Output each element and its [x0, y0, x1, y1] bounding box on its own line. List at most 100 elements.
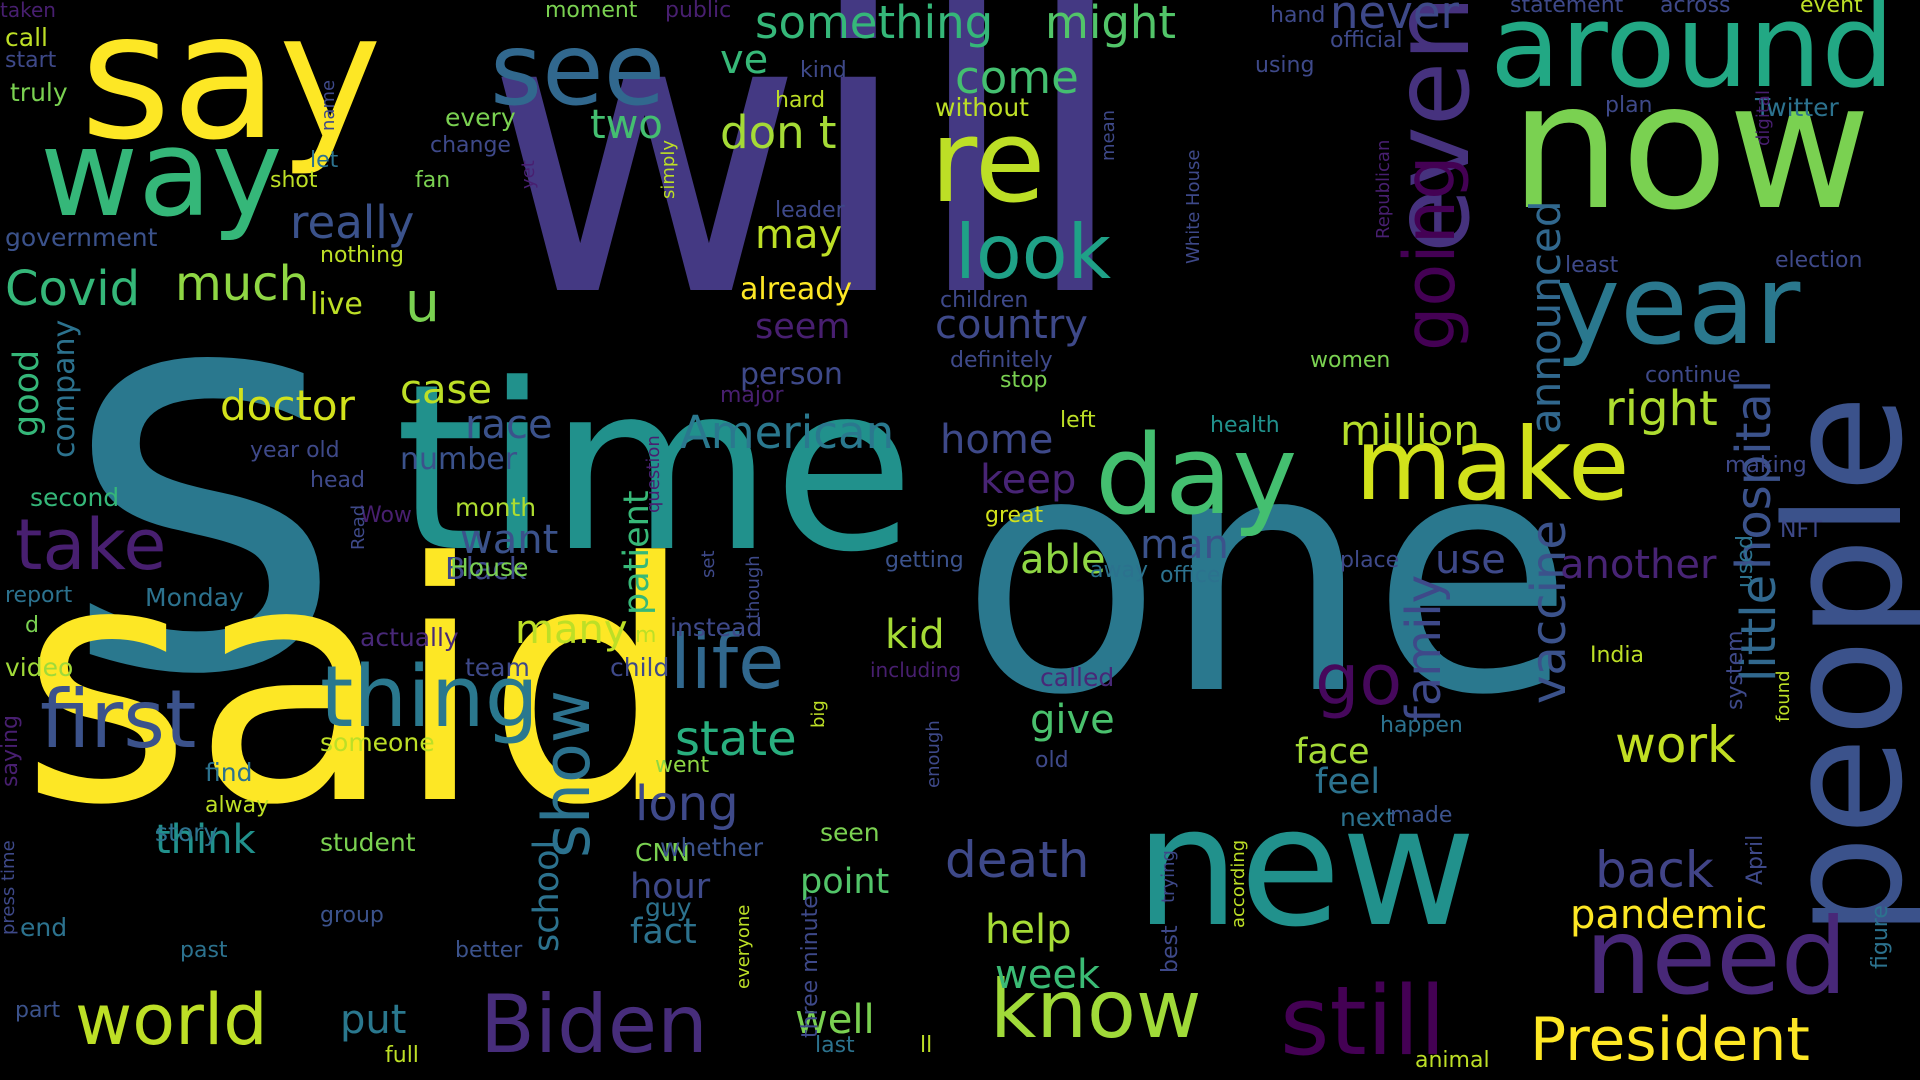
- word-seen: seen: [820, 818, 880, 847]
- word-full: full: [385, 1043, 419, 1068]
- word-getting: getting: [885, 548, 964, 573]
- word-better: better: [455, 938, 523, 963]
- word-continue: continue: [1645, 363, 1741, 388]
- word-already: already: [740, 272, 853, 307]
- word-someone: someone: [320, 728, 435, 757]
- word-found: found: [1773, 670, 1794, 722]
- word-know: know: [990, 963, 1202, 1056]
- word-statement: statement: [1510, 0, 1624, 18]
- word-will: will: [485, 0, 1130, 382]
- word-face: face: [1295, 732, 1370, 772]
- word-don-t: don t: [720, 106, 837, 159]
- word-call: call: [5, 23, 48, 52]
- word-simply: simply: [658, 140, 679, 199]
- word-trying: trying: [1158, 850, 1179, 903]
- word-let: let: [310, 148, 339, 173]
- word-year: year: [1555, 241, 1801, 369]
- word-ve: ve: [720, 37, 769, 83]
- word-team: team: [465, 653, 530, 682]
- word-taken: taken: [0, 0, 56, 22]
- word-government: government: [5, 223, 158, 252]
- word-pandemic: pandemic: [1570, 892, 1768, 938]
- word-said: said: [20, 493, 696, 877]
- word-question: question: [643, 435, 664, 513]
- word-old: old: [1035, 748, 1069, 773]
- word-re: re: [930, 95, 1046, 229]
- word-many: many: [515, 607, 628, 653]
- word-right: right: [1605, 381, 1718, 437]
- word-actually: actually: [360, 623, 459, 652]
- word-white-house: White House: [1183, 149, 1204, 264]
- word-everyone: everyone: [733, 904, 754, 989]
- word-video: video: [5, 653, 74, 682]
- word-american: American: [680, 406, 895, 459]
- word-went: went: [655, 753, 710, 778]
- word-announced: announced: [1521, 200, 1570, 434]
- word-end: end: [20, 913, 68, 942]
- word-able: able: [1020, 537, 1106, 583]
- word-election: election: [1775, 248, 1863, 273]
- word-system: system: [1723, 630, 1748, 710]
- word-say: say: [80, 0, 382, 179]
- word-might: might: [1045, 0, 1177, 49]
- word-country: country: [935, 302, 1088, 348]
- word-moment: moment: [545, 0, 638, 23]
- word-want: want: [460, 517, 559, 563]
- word-race: race: [465, 402, 553, 448]
- word-time: time: [395, 336, 915, 603]
- word-day: day: [1095, 411, 1298, 539]
- word-yet: yet: [518, 160, 539, 189]
- word-good: good: [7, 349, 47, 437]
- word-never: never: [1330, 0, 1460, 39]
- word-man: man: [1140, 522, 1229, 568]
- word-making: making: [1725, 453, 1807, 478]
- word-president: President: [1530, 1005, 1810, 1075]
- word-next: next: [1340, 803, 1396, 832]
- word-school: school: [527, 839, 567, 952]
- word-nothing: nothing: [320, 243, 404, 268]
- word-give: give: [1030, 697, 1115, 743]
- word-start: start: [5, 48, 57, 73]
- word-s: s: [60, 154, 347, 795]
- word-away: away: [1090, 558, 1148, 583]
- word-come: come: [955, 51, 1079, 104]
- word-see: see: [490, 11, 666, 128]
- word-wow: Wow: [360, 503, 412, 528]
- word-best: best: [1158, 925, 1183, 973]
- word-something: something: [755, 0, 994, 49]
- word-animal: animal: [1415, 1048, 1490, 1073]
- word-way: way: [40, 105, 283, 244]
- word-long: long: [635, 776, 739, 832]
- word-hard: hard: [775, 88, 826, 113]
- word-read: Read: [348, 504, 369, 550]
- word-point: point: [800, 862, 890, 902]
- word-really: really: [290, 196, 415, 249]
- word-official: official: [1330, 28, 1403, 53]
- word-three-minute: three minute: [798, 895, 823, 1038]
- word-women: women: [1310, 348, 1391, 373]
- word-life: life: [670, 618, 785, 706]
- word-number: number: [400, 442, 518, 477]
- word-though: though: [743, 555, 764, 619]
- word-need: need: [1585, 896, 1848, 1018]
- word-nft: NFT: [1780, 518, 1823, 543]
- word-definitely: definitely: [950, 348, 1053, 373]
- word-plan: plan: [1605, 93, 1653, 118]
- word-week: week: [995, 952, 1101, 998]
- word-story: story: [155, 818, 219, 847]
- word-without: without: [935, 93, 1029, 122]
- word-great: great: [985, 503, 1044, 528]
- word-family: family: [1396, 574, 1452, 723]
- word-twitter: Twitter: [1755, 93, 1839, 122]
- word-another: another: [1560, 542, 1717, 588]
- word-going: going: [1389, 155, 1471, 351]
- word-u: u: [405, 270, 440, 334]
- word-big: big: [808, 700, 829, 728]
- word-death: death: [945, 831, 1090, 889]
- word-shot: shot: [270, 168, 318, 193]
- word-event: event: [1800, 0, 1863, 18]
- word-new: new: [1135, 771, 1477, 963]
- word-monday: Monday: [145, 583, 244, 612]
- word-public: public: [665, 0, 732, 23]
- word-enough: enough: [923, 720, 944, 788]
